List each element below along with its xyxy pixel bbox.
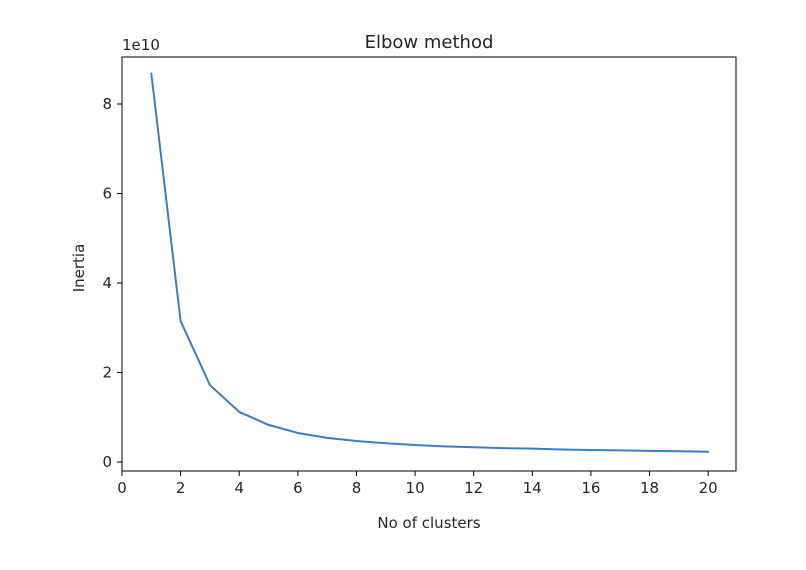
- y-tick-label: 8: [102, 95, 112, 113]
- y-axis-ticks: 0 2 4 6 8: [102, 95, 122, 471]
- plot-area: [122, 57, 736, 471]
- x-tick-label: 18: [640, 479, 659, 497]
- x-tick-label: 14: [523, 479, 542, 497]
- chart-title: Elbow method: [365, 32, 494, 53]
- series-line-0: [150, 72, 710, 453]
- x-tick-label: 0: [117, 479, 127, 497]
- y-tick-label: 0: [102, 453, 112, 471]
- plot-frame: [121, 56, 737, 472]
- x-tick-label: 4: [234, 479, 244, 497]
- x-axis-ticks: 0 2 4 6 8 10 12 14 16 18 20: [117, 471, 718, 497]
- x-axis-label: No of clusters: [377, 514, 480, 532]
- x-tick-label: 10: [406, 479, 425, 497]
- y-tick-label: 6: [102, 185, 112, 203]
- x-tick-label: 12: [464, 479, 483, 497]
- y-axis-offset-label: 1e10: [122, 36, 160, 54]
- x-tick-label: 6: [293, 479, 303, 497]
- x-tick-label: 16: [581, 479, 600, 497]
- x-tick-label: 2: [176, 479, 186, 497]
- y-tick-label: 2: [102, 364, 112, 382]
- y-axis-label: Inertia: [70, 244, 88, 293]
- x-tick-label: 8: [352, 479, 362, 497]
- y-tick-label: 4: [102, 274, 112, 292]
- line-layer: [150, 72, 710, 453]
- x-tick-label: 20: [699, 479, 718, 497]
